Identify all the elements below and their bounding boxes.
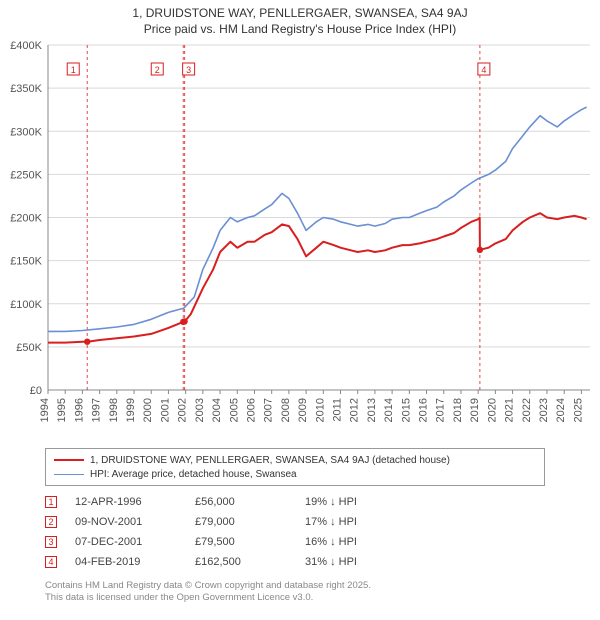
sale-date: 09-NOV-2001 bbox=[75, 516, 195, 528]
svg-text:2008: 2008 bbox=[280, 398, 292, 422]
svg-text:2001: 2001 bbox=[159, 398, 171, 422]
sale-marker: 1 bbox=[45, 496, 57, 508]
svg-text:2: 2 bbox=[155, 65, 160, 75]
sale-marker: 4 bbox=[45, 556, 57, 568]
svg-text:2002: 2002 bbox=[177, 398, 189, 422]
legend-item: HPI: Average price, detached house, Swan… bbox=[54, 467, 536, 481]
svg-text:1995: 1995 bbox=[56, 398, 68, 422]
legend-label: 1, DRUIDSTONE WAY, PENLLERGAER, SWANSEA,… bbox=[90, 455, 450, 466]
svg-text:3: 3 bbox=[186, 65, 191, 75]
sale-price: £79,500 bbox=[195, 536, 305, 548]
svg-text:1997: 1997 bbox=[91, 398, 103, 422]
legend-swatch bbox=[54, 474, 84, 475]
chart-area: £0 £50K £100K £150K £200K £250K £300K £350K £400… bbox=[0, 40, 600, 440]
legend-item: 1, DRUIDSTONE WAY, PENLLERGAER, SWANSEA,… bbox=[54, 453, 536, 467]
sale-price: £162,500 bbox=[195, 556, 305, 568]
svg-text:£250K: £250K bbox=[10, 169, 42, 181]
chart-svg: £0 £50K £100K £150K £200K £250K £300K £350K £400… bbox=[0, 40, 600, 440]
svg-text:2009: 2009 bbox=[297, 398, 309, 422]
sale-diff: 17% ↓ HPI bbox=[305, 516, 415, 528]
svg-text:1999: 1999 bbox=[125, 398, 137, 422]
svg-text:£400K: £400K bbox=[10, 40, 42, 52]
sales-table: 1 12-APR-1996£56,00019% ↓ HPI 2 09-NOV-2001… bbox=[45, 492, 545, 572]
svg-text:2025: 2025 bbox=[572, 398, 584, 422]
sale-diff: 19% ↓ HPI bbox=[305, 496, 415, 508]
legend-swatch bbox=[54, 459, 84, 461]
svg-text:1: 1 bbox=[71, 65, 76, 75]
svg-text:£150K: £150K bbox=[10, 256, 42, 268]
svg-text:4: 4 bbox=[481, 65, 486, 75]
sale-price: £79,000 bbox=[195, 516, 305, 528]
legend-label: HPI: Average price, detached house, Swan… bbox=[90, 469, 297, 480]
svg-text:£350K: £350K bbox=[10, 83, 42, 95]
svg-text:£300K: £300K bbox=[10, 126, 42, 138]
svg-text:£200K: £200K bbox=[10, 213, 42, 225]
title-line-1: 1, DRUIDSTONE WAY, PENLLERGAER, SWANSEA,… bbox=[0, 6, 600, 22]
sale-date: 07-DEC-2001 bbox=[75, 536, 195, 548]
sale-row: 2 09-NOV-2001£79,00017% ↓ HPI bbox=[45, 512, 545, 532]
sale-marker: 3 bbox=[45, 536, 57, 548]
svg-text:2021: 2021 bbox=[504, 398, 516, 422]
svg-text:£50K: £50K bbox=[16, 342, 42, 354]
sale-price: £56,000 bbox=[195, 496, 305, 508]
svg-text:2024: 2024 bbox=[555, 398, 567, 422]
sale-row: 3 07-DEC-2001£79,50016% ↓ HPI bbox=[45, 532, 545, 552]
svg-text:2003: 2003 bbox=[194, 398, 206, 422]
svg-text:2013: 2013 bbox=[366, 398, 378, 422]
svg-text:2005: 2005 bbox=[228, 398, 240, 422]
svg-text:2016: 2016 bbox=[418, 398, 430, 422]
legend: 1, DRUIDSTONE WAY, PENLLERGAER, SWANSEA,… bbox=[45, 448, 545, 486]
sale-date: 04-FEB-2019 bbox=[75, 556, 195, 568]
footer-attribution: Contains HM Land Registry data © Crown c… bbox=[45, 580, 565, 605]
svg-text:2011: 2011 bbox=[332, 398, 344, 422]
svg-text:2014: 2014 bbox=[383, 398, 395, 422]
footer-line-1: Contains HM Land Registry data © Crown c… bbox=[45, 580, 565, 592]
sale-row: 1 12-APR-1996£56,00019% ↓ HPI bbox=[45, 492, 545, 512]
svg-text:1998: 1998 bbox=[108, 398, 120, 422]
svg-text:2007: 2007 bbox=[263, 398, 275, 422]
svg-text:2015: 2015 bbox=[400, 398, 412, 422]
footer-line-2: This data is licensed under the Open Gov… bbox=[45, 592, 565, 604]
svg-text:1996: 1996 bbox=[73, 398, 85, 422]
svg-text:2006: 2006 bbox=[245, 398, 257, 422]
title-line-2: Price paid vs. HM Land Registry's House … bbox=[0, 22, 600, 38]
sale-row: 4 04-FEB-2019£162,50031% ↓ HPI bbox=[45, 552, 545, 572]
svg-text:2023: 2023 bbox=[538, 398, 550, 422]
svg-text:1994: 1994 bbox=[39, 398, 51, 422]
sale-marker: 2 bbox=[45, 516, 57, 528]
svg-text:2018: 2018 bbox=[452, 398, 464, 422]
sale-diff: 31% ↓ HPI bbox=[305, 556, 415, 568]
svg-text:2022: 2022 bbox=[521, 398, 533, 422]
svg-text:£0: £0 bbox=[30, 385, 42, 397]
svg-text:2017: 2017 bbox=[435, 398, 447, 422]
svg-text:2000: 2000 bbox=[142, 398, 154, 422]
sale-date: 12-APR-1996 bbox=[75, 496, 195, 508]
svg-text:2004: 2004 bbox=[211, 398, 223, 422]
chart-title: 1, DRUIDSTONE WAY, PENLLERGAER, SWANSEA,… bbox=[0, 0, 600, 37]
sale-diff: 16% ↓ HPI bbox=[305, 536, 415, 548]
svg-text:2012: 2012 bbox=[349, 398, 361, 422]
svg-text:2019: 2019 bbox=[469, 398, 481, 422]
svg-text:£100K: £100K bbox=[10, 299, 42, 311]
svg-text:2020: 2020 bbox=[486, 398, 498, 422]
svg-text:2010: 2010 bbox=[314, 398, 326, 422]
